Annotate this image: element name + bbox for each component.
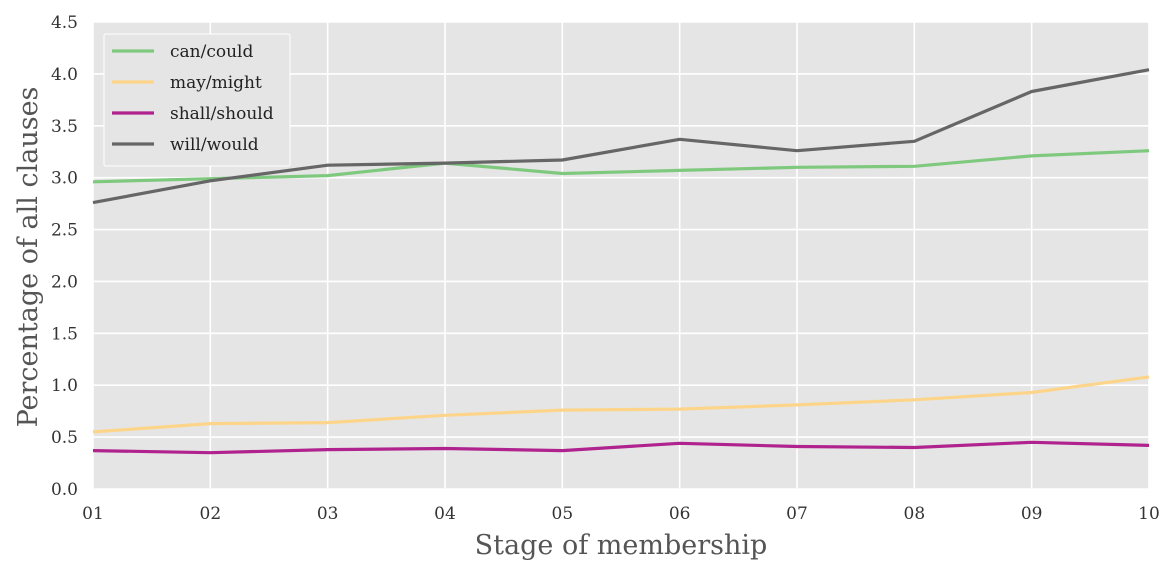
x-tick-label: 03 [317, 504, 339, 524]
legend-label: shall/should [170, 104, 274, 124]
series-lines [92, 68, 1150, 455]
series-line-can-could [92, 149, 1150, 184]
series-line-shall-should [92, 440, 1150, 455]
x-tick-labels: 01 02 03 04 05 06 07 08 09 10 [82, 504, 1160, 524]
y-tick-label: 3.0 [51, 169, 78, 189]
y-tick-label: 1.5 [51, 324, 78, 344]
x-tick-label: 05 [552, 504, 574, 524]
x-tick-label: 07 [786, 504, 808, 524]
x-tick-label: 01 [82, 504, 104, 524]
x-tick-label: 02 [200, 504, 222, 524]
legend: can/could may/might shall/should will/would [103, 33, 291, 167]
y-tick-label: 4.0 [51, 65, 78, 85]
y-tick-labels: 0.0 0.5 1.0 1.5 2.0 2.5 3.0 3.5 4.0 4.5 [51, 13, 78, 500]
y-tick-label: 1.0 [51, 376, 78, 396]
series-line-will-would [92, 68, 1150, 205]
y-tick-label: 0.5 [51, 428, 78, 448]
x-tick-label: 10 [1138, 504, 1160, 524]
x-tick-label: 06 [669, 504, 691, 524]
y-tick-label: 2.0 [51, 272, 78, 292]
legend-box [103, 33, 291, 167]
y-axis-label: Percentage of all clauses [13, 87, 44, 428]
legend-label: can/could [170, 42, 253, 62]
legend-label: will/would [170, 135, 259, 155]
y-tick-label: 4.5 [51, 13, 78, 33]
x-tick-label: 08 [904, 504, 926, 524]
x-tick-label: 09 [1021, 504, 1043, 524]
series-line-may-might [92, 375, 1150, 434]
x-axis-label: Stage of membership [475, 530, 768, 561]
y-tick-label: 3.5 [51, 117, 78, 137]
x-tick-label: 04 [434, 504, 456, 524]
y-tick-label: 0.0 [51, 480, 78, 500]
y-tick-label: 2.5 [51, 221, 78, 241]
legend-label: may/might [170, 73, 262, 93]
